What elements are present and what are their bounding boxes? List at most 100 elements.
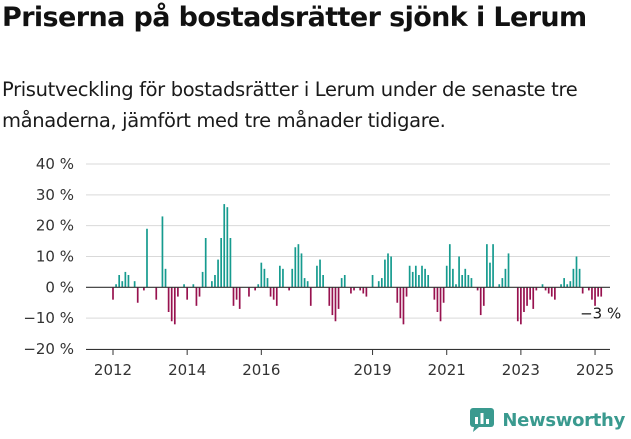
- bar: [433, 287, 436, 300]
- bar: [476, 287, 479, 291]
- bar: [482, 287, 485, 306]
- bar: [300, 253, 303, 288]
- bar: [464, 268, 467, 288]
- bar: [359, 287, 362, 291]
- bar: [365, 287, 368, 297]
- chart-subtitle: Prisutveckling för bostadsrätter i Lerum…: [2, 78, 578, 132]
- bar: [118, 275, 121, 288]
- bar: [442, 287, 445, 303]
- bar: [547, 287, 550, 294]
- bar: [399, 287, 402, 319]
- bar: [501, 278, 504, 288]
- bar: [384, 259, 386, 288]
- bar: [288, 287, 290, 291]
- x-tick-label: 2021: [428, 361, 466, 379]
- y-tick-label: 0 %: [45, 278, 74, 296]
- bar: [195, 287, 198, 306]
- bar: [220, 238, 222, 288]
- bar: [263, 268, 266, 288]
- bar: [235, 287, 238, 300]
- x-tick-label: 2012: [94, 361, 132, 379]
- bar: [486, 244, 488, 288]
- x-tick-label: 2014: [168, 361, 206, 379]
- bar: [198, 287, 201, 297]
- bar: [427, 275, 430, 288]
- bar: [418, 275, 420, 288]
- bar: [343, 275, 346, 288]
- bar: [600, 287, 603, 297]
- x-tick-label: 2019: [353, 361, 391, 379]
- bar: [319, 259, 321, 288]
- bar: [232, 287, 235, 306]
- bar: [408, 265, 411, 288]
- bar: [563, 278, 565, 288]
- bar: [532, 287, 535, 309]
- x-tick-label: 2025: [576, 361, 614, 379]
- bar: [396, 287, 399, 303]
- bar: [591, 287, 593, 300]
- bar: [248, 287, 250, 297]
- newsworthy-logo-icon: [470, 408, 495, 432]
- bar: [226, 207, 229, 288]
- bar: [594, 287, 596, 306]
- bar: [155, 287, 158, 300]
- bar: [504, 268, 507, 288]
- bar: [186, 287, 189, 300]
- brand-logo[interactable]: Newsworthy: [469, 407, 625, 433]
- bar: [597, 287, 599, 297]
- bar: [204, 238, 207, 288]
- bar: [238, 287, 241, 309]
- bar-chart: 40 % 30 % 20 % 10 % 0 % −10 % −20 % 2012 2014 201…: [23, 155, 621, 379]
- brand-name: Newsworthy: [502, 409, 625, 431]
- bar: [414, 265, 417, 288]
- bar: [479, 287, 482, 316]
- bar: [436, 287, 439, 312]
- bar: [405, 287, 408, 297]
- bar: [136, 287, 139, 303]
- bar: [526, 287, 528, 306]
- bar: [257, 284, 260, 288]
- bar: [309, 287, 312, 306]
- bar: [229, 238, 232, 288]
- bar: [294, 247, 297, 288]
- bar: [492, 244, 494, 288]
- bar: [192, 284, 195, 288]
- bar: [550, 287, 553, 297]
- bar: [588, 287, 590, 291]
- bar: [470, 278, 473, 288]
- bar: [569, 281, 572, 288]
- bar: [167, 287, 170, 312]
- bar: [498, 284, 501, 288]
- y-tick-label: 40 %: [36, 155, 74, 173]
- chart-title: Priserna på bostadsrätter sjönk i Lerum: [2, 2, 587, 33]
- bar: [445, 265, 448, 288]
- bar: [306, 281, 309, 288]
- bar: [560, 284, 562, 288]
- bar: [316, 265, 318, 288]
- bar: [421, 265, 423, 288]
- bar: [572, 268, 575, 288]
- bar: [266, 278, 269, 288]
- bar: [489, 262, 491, 288]
- bar: [331, 287, 334, 316]
- bar: [362, 287, 365, 294]
- bar: [146, 228, 148, 288]
- bar: [269, 287, 272, 297]
- bar: [554, 287, 556, 300]
- bar: [390, 256, 392, 288]
- bar: [223, 204, 226, 288]
- bar: [334, 287, 337, 322]
- bar: [520, 287, 522, 325]
- bar: [439, 287, 442, 322]
- bar: [455, 284, 457, 288]
- bar: [282, 268, 284, 288]
- y-tick-label: −10 %: [23, 309, 74, 327]
- bar: [322, 275, 324, 288]
- bar: [291, 268, 294, 288]
- bar: [523, 287, 525, 312]
- bar: [303, 278, 306, 288]
- bar: [127, 275, 130, 288]
- y-tick-label: 10 %: [36, 248, 74, 266]
- bar: [183, 284, 185, 288]
- bar: [424, 268, 426, 288]
